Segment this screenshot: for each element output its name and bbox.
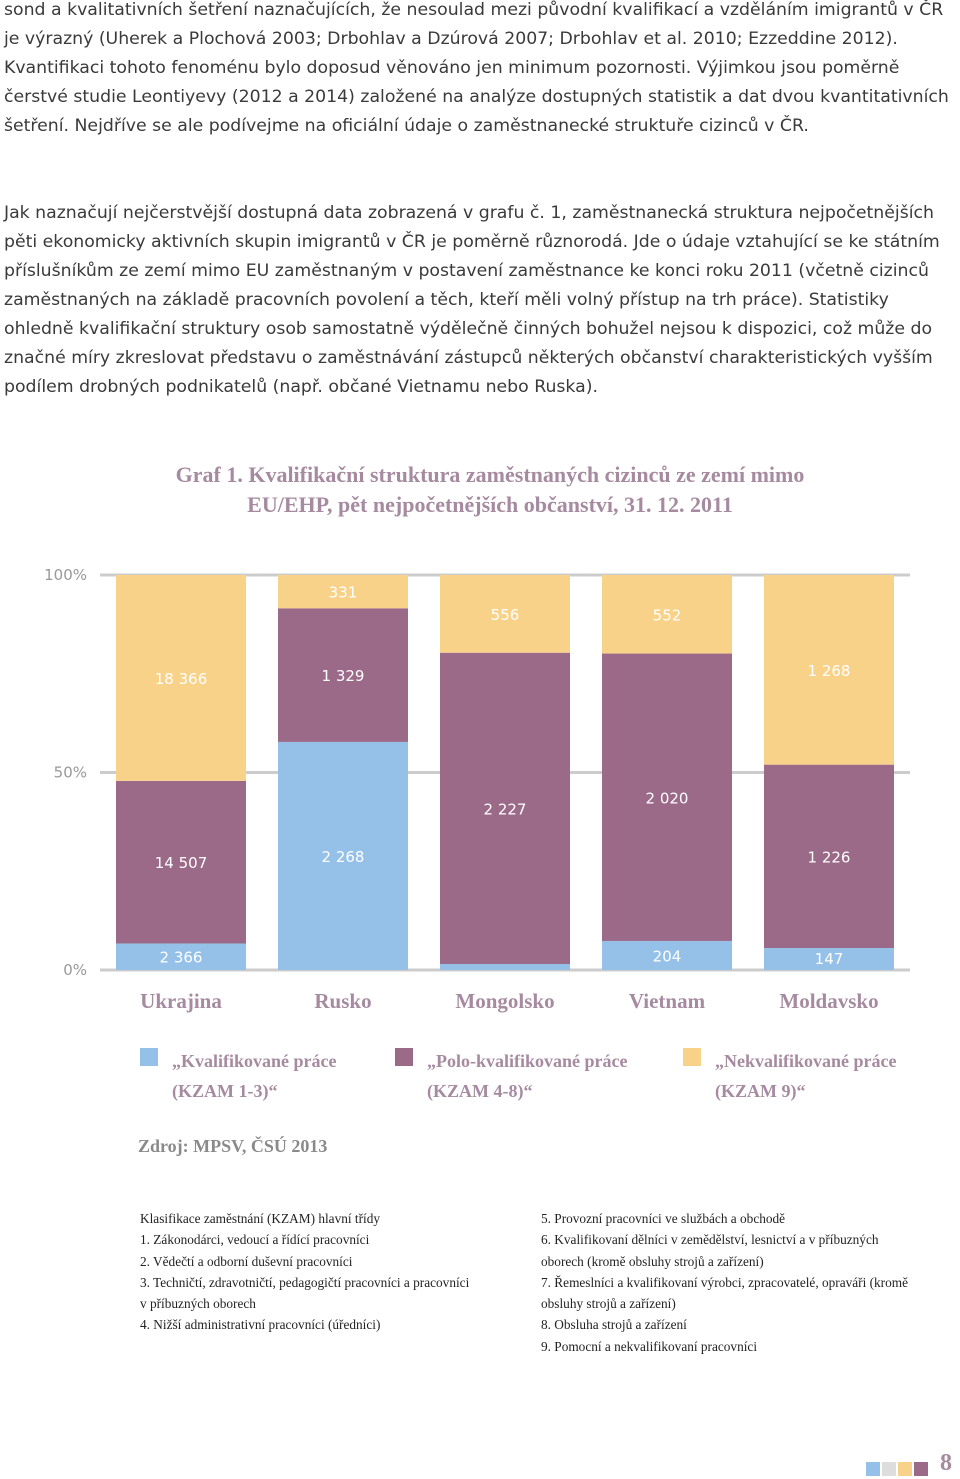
legend-label: „Kvalifikované práce (KZAM 1-3)“ [172,1051,337,1101]
legend-item: „Nekvalifikované práce (KZAM 9)“ [683,1046,945,1106]
data-label: 552 [653,606,682,624]
data-label: 14 507 [155,854,208,872]
data-label: 556 [491,606,520,624]
legend-label: „Nekvalifikované práce (KZAM 9)“ [715,1051,897,1101]
data-label: 331 [329,584,358,602]
note-item: 2. Vědečtí a odborní duševní pracovníci [140,1253,353,1269]
note-item: 1. Zákonodárci, vedoucí a řídící pracovn… [140,1232,370,1248]
note-item: 6. Kvalifikovaní dělníci v zemědělství, … [541,1232,879,1269]
data-label: 1 226 [808,848,851,866]
bar-segment [764,764,894,949]
x-tick-label: Rusko [314,989,371,1013]
bar-segment [764,948,894,970]
data-label: 1 329 [322,667,365,685]
paragraph: sond a kvalitativních šetření naznačujíc… [4,0,949,136]
decor [882,1462,896,1476]
data-label: 2 366 [160,949,203,967]
x-tick-label: Moldavsko [779,989,878,1013]
chart-title: Graf 1. Kvalifikační struktura zaměstnan… [175,462,805,517]
y-tick-label: 100% [44,566,87,584]
x-tick-label: Vietnam [629,989,706,1013]
bar-segment [116,575,246,781]
x-tick-label: Ukrajina [140,989,222,1013]
data-label: 2 227 [484,800,527,818]
bar-segment [764,575,894,765]
x-tick-label: Mongolsko [455,989,554,1013]
bar-segment [116,780,246,944]
bar-segment [278,608,408,742]
legend-swatch [395,1048,413,1066]
note-item: 5. Provozní pracovníci ve službách a obc… [541,1211,786,1226]
note-item: 8. Obsluha strojů a zařízení [541,1317,687,1333]
data-label: 204 [653,947,682,965]
bar-segment [278,741,408,970]
bar-segment [440,652,570,964]
notes-right: 5. Provozní pracovníci ve službách a obc… [541,1208,921,1357]
bar-segment [440,575,570,653]
legend-item: „Kvalifikované práce (KZAM 1-3)“ [140,1046,402,1106]
bar-segment [278,575,408,609]
notes-left: Klasifikace zaměstnání (KZAM) hlavní tří… [140,1208,470,1336]
note-item: 7. Řemeslníci a kvalifikovaní výrobci, z… [541,1274,909,1312]
note-item: 9. Pomocní a nekvalifikovaní pracovníci [541,1338,758,1354]
decor [866,1462,880,1476]
decor [898,1462,912,1476]
source: Zdroj: MPSV, ČSÚ 2013 [138,1136,328,1156]
legend-item: „Polo-kvalifikované práce (KZAM 4-8)“ [395,1046,677,1106]
notes-heading: Klasifikace zaměstnání (KZAM) hlavní tří… [140,1211,381,1226]
note-item: 3. Techničtí, zdravotničtí, pedagogičtí … [140,1274,470,1312]
data-label: 18 366 [155,670,208,688]
note-item: 4. Nižší administrativní pracovníci (úře… [140,1317,381,1333]
legend-label: „Polo-kvalifikované práce (KZAM 4-8)“ [427,1051,628,1101]
y-tick-label: 50% [54,764,87,782]
decor [914,1462,928,1476]
y-tick-label: 0% [63,961,87,979]
data-label: 2 268 [322,848,365,866]
bar-segment [440,963,570,970]
bar-segment [602,653,732,941]
bar-segment [602,940,732,970]
legend-swatch [140,1048,158,1066]
page-number: 8 [940,1450,952,1476]
paragraph: Jak naznačují nejčerstvější dostupná dat… [4,203,940,397]
notes-list: 1. Zákonodárci, vedoucí a řídící pracovn… [140,1229,470,1335]
bar-segment [602,575,732,654]
bar-segment [116,943,246,970]
data-label: 2 020 [646,789,689,807]
data-label: 1 268 [808,662,851,680]
data-label: 147 [815,950,844,968]
legend-swatch [683,1048,701,1066]
